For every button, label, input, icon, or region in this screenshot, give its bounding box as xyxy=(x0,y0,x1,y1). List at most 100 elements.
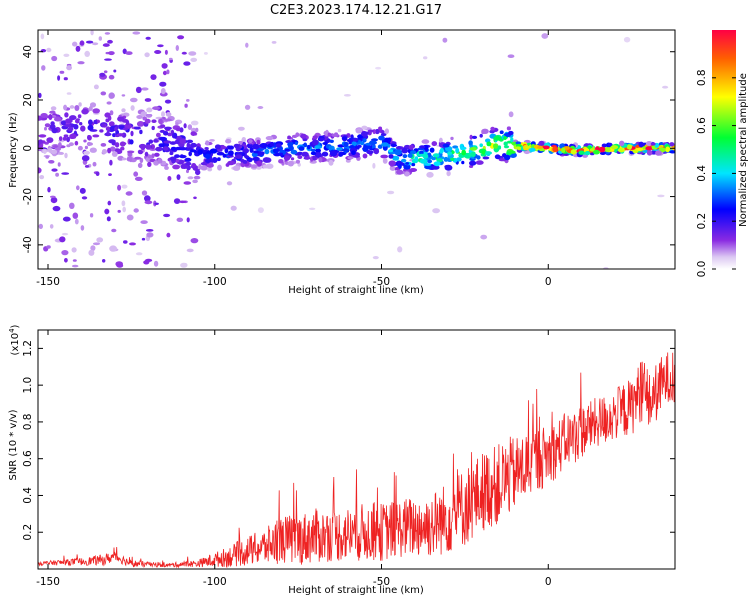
spectrogram-cell xyxy=(250,164,258,169)
spectrogram-cell xyxy=(95,171,100,176)
spectrogram-cell xyxy=(221,145,227,150)
spectrogram-cell xyxy=(164,49,168,55)
spectrogram-cell xyxy=(105,118,110,123)
spectrogram-cell xyxy=(54,116,62,122)
spectrogram-cell xyxy=(38,167,42,174)
spectrogram-cell xyxy=(108,173,112,177)
spectrogram-cell xyxy=(54,146,62,151)
spectrogram-cell xyxy=(433,161,441,167)
spectrogram-cell xyxy=(222,153,227,158)
spectrogram-cell xyxy=(98,36,103,41)
spectrogram-cell xyxy=(238,140,243,145)
spectrogram-cell xyxy=(287,160,294,167)
spectrogram-cell xyxy=(104,112,111,118)
spectrogram-cell xyxy=(314,152,322,158)
spectrogram-cell xyxy=(66,92,72,95)
spectrogram-cell xyxy=(238,126,245,131)
spectrogram-cell xyxy=(318,157,323,163)
spectrogram-cell xyxy=(669,142,675,147)
spectrogram-cell xyxy=(207,167,213,172)
spectrogram-cell xyxy=(99,129,104,133)
spectrogram-cell xyxy=(172,164,181,170)
spectrogram-cell xyxy=(312,155,317,161)
spectrogram-cell xyxy=(337,128,342,133)
spectrogram-cell xyxy=(355,128,363,134)
spectrogram-cell xyxy=(151,119,157,123)
spectrogram-cell xyxy=(203,52,208,55)
spectrogram-cell xyxy=(169,57,173,61)
spectrogram-cell xyxy=(184,157,192,162)
spectrogram-cell xyxy=(303,142,308,148)
spectrogram-cell xyxy=(152,106,161,111)
spectrogram-cell xyxy=(432,153,440,158)
spectrogram-marks xyxy=(38,30,675,269)
spectrogram-cell xyxy=(227,160,235,166)
spectrogram-cell xyxy=(72,41,78,47)
spectrogram-cell xyxy=(414,156,419,161)
spectrogram-cell xyxy=(341,136,348,140)
spectrogram-cell xyxy=(50,149,58,155)
spectrogram-cell xyxy=(421,139,430,144)
spectrogram-cell xyxy=(163,131,169,136)
spectrogram-cell xyxy=(235,154,243,160)
spectrogram-cell xyxy=(328,159,334,166)
spectrogram-cell xyxy=(278,159,284,164)
spectrogram-cell xyxy=(169,151,174,156)
snr-y-multiplier: (x104) xyxy=(8,324,21,355)
spectrogram-cell xyxy=(45,155,49,159)
spectrogram-cell xyxy=(173,198,181,205)
spectrogram-cell xyxy=(101,123,105,128)
spectrogram-cell xyxy=(216,151,225,156)
spectrogram-cell xyxy=(503,145,510,149)
colorbar-tick-label: 0.6 xyxy=(696,117,708,134)
spectrogram-cell xyxy=(51,168,58,172)
spectrogram-cell xyxy=(42,149,47,155)
spectrogram-cell xyxy=(89,147,97,153)
spectrogram-cell xyxy=(363,138,367,142)
spectrogram-panel: -150 -100 -50 0 -40 -20 0 20 40 Height of straig… xyxy=(8,29,676,296)
spectrogram-ytick-label: -20 xyxy=(22,188,34,205)
spectrogram-cell xyxy=(246,143,253,149)
spectrogram-cell xyxy=(507,54,515,58)
spectrogram-cell xyxy=(228,150,234,156)
spectrogram-cell xyxy=(214,144,221,150)
spectrogram-cell xyxy=(469,165,474,168)
spectrogram-cell xyxy=(132,31,141,35)
colorbar-tick-label: 0.2 xyxy=(696,213,708,230)
spectrogram-cell xyxy=(160,88,166,95)
spectrogram-cell xyxy=(418,153,426,157)
spectrogram-cell xyxy=(388,154,394,159)
spectrogram-cell xyxy=(327,132,332,137)
spectrogram-cell xyxy=(257,207,264,214)
spectrogram-cell xyxy=(38,144,44,149)
spectrogram-cell xyxy=(436,158,443,163)
spectrogram-cell xyxy=(38,134,47,138)
spectrogram-cell xyxy=(40,113,48,118)
spectrogram-cell xyxy=(63,77,68,81)
colorbar: 0.0 0.2 0.4 0.6 0.8 Normalized spectral ampl… xyxy=(696,30,749,277)
spectrogram-cell xyxy=(290,149,298,155)
spectrogram-cell xyxy=(352,138,358,142)
spectrogram-cell xyxy=(380,154,389,159)
spectrogram-cell xyxy=(187,124,193,130)
spectrogram-cell xyxy=(145,36,151,40)
spectrogram-cell xyxy=(100,143,107,147)
spectrogram-cell xyxy=(372,256,379,260)
spectrogram-cell xyxy=(235,147,241,152)
spectrogram-cell xyxy=(396,169,404,175)
spectrogram-cell xyxy=(341,148,350,152)
spectrogram-cell xyxy=(108,51,115,56)
spectrogram-cell xyxy=(74,218,79,225)
spectrogram-cell xyxy=(88,249,95,256)
spectrogram-cell xyxy=(179,138,187,145)
spectrogram-cell xyxy=(419,158,428,164)
spectrogram-cell xyxy=(186,169,189,174)
spectrogram-cell xyxy=(607,142,613,147)
spectrogram-cell xyxy=(351,141,357,147)
spectrogram-cell xyxy=(119,141,126,147)
spectrogram-cell xyxy=(147,154,152,159)
spectrogram-cell xyxy=(439,147,444,154)
spectrogram-cell xyxy=(351,150,356,155)
spectrogram-cell xyxy=(64,112,69,118)
spectrogram-ytick-label: 40 xyxy=(22,45,34,58)
